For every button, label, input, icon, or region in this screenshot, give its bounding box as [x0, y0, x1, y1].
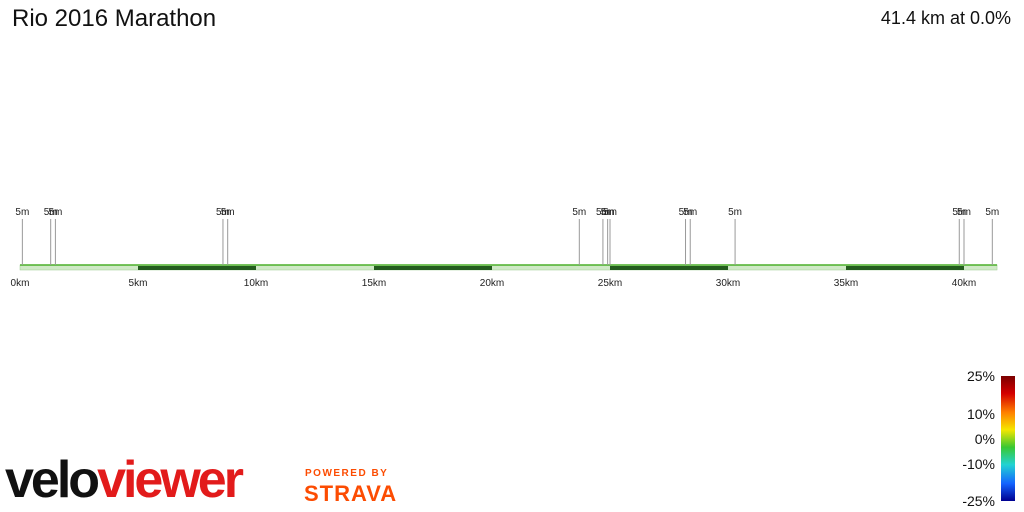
distance-gradient-summary: 41.4 km at 0.0%: [880, 8, 1011, 28]
distance-band-0: [138, 266, 256, 270]
x-tick-label-7: 35km: [834, 278, 858, 289]
strava-logo: STRAVA: [304, 481, 398, 506]
x-tick-label-8: 40km: [952, 278, 976, 289]
elevation-marker-label-4: 5m: [221, 207, 235, 218]
x-tick-label-5: 25km: [598, 278, 622, 289]
elevation-marker-label-11: 5m: [728, 207, 742, 218]
x-tick-label-0: 0km: [11, 278, 30, 289]
distance-band-3: [846, 266, 964, 270]
elevation-marker-label-7: 5m: [601, 207, 615, 218]
elevation-marker-label-3: 5m: [216, 207, 230, 218]
distance-band-2: [610, 266, 728, 270]
gradient-scale-label-4: -25%: [962, 493, 995, 509]
gradient-scale-label-2: 0%: [974, 430, 995, 447]
elevation-marker-label-6: 5m: [596, 207, 610, 218]
x-tick-label-1: 5km: [129, 278, 148, 289]
chart-title: Rio 2016 Marathon: [12, 5, 217, 32]
elevation-marker-label-9: 5m: [679, 207, 693, 218]
x-tick-label-6: 30km: [716, 278, 740, 289]
gradient-scale-label-1: 10%: [966, 405, 995, 422]
gradient-scale-label-0: 25%: [966, 368, 995, 384]
x-tick-label-4: 20km: [480, 278, 504, 289]
gradient-color-scale: [1001, 376, 1015, 501]
distance-band-1: [374, 266, 492, 270]
powered-by-label: POWERED BY: [305, 468, 389, 479]
gradient-scale-label-3: -10%: [962, 455, 995, 472]
elevation-marker-label-10: 5m: [683, 207, 697, 218]
elevation-marker-label-5: 5m: [572, 207, 586, 218]
elevation-marker-label-13: 5m: [957, 207, 971, 218]
elevation-marker-label-2: 5m: [48, 207, 62, 218]
logo-viewer-text: viewer: [97, 451, 244, 509]
elevation-marker-label-12: 5m: [952, 207, 966, 218]
elevation-marker-label-0: 5m: [15, 207, 29, 218]
elevation-marker-label-14: 5m: [985, 207, 999, 218]
elevation-marker-label-1: 5m: [44, 207, 58, 218]
elevation-marker-label-8: 5m: [603, 207, 617, 218]
logo-velo-text: velo: [5, 451, 100, 509]
x-tick-label-2: 10km: [244, 278, 268, 289]
x-tick-label-3: 15km: [362, 278, 386, 289]
